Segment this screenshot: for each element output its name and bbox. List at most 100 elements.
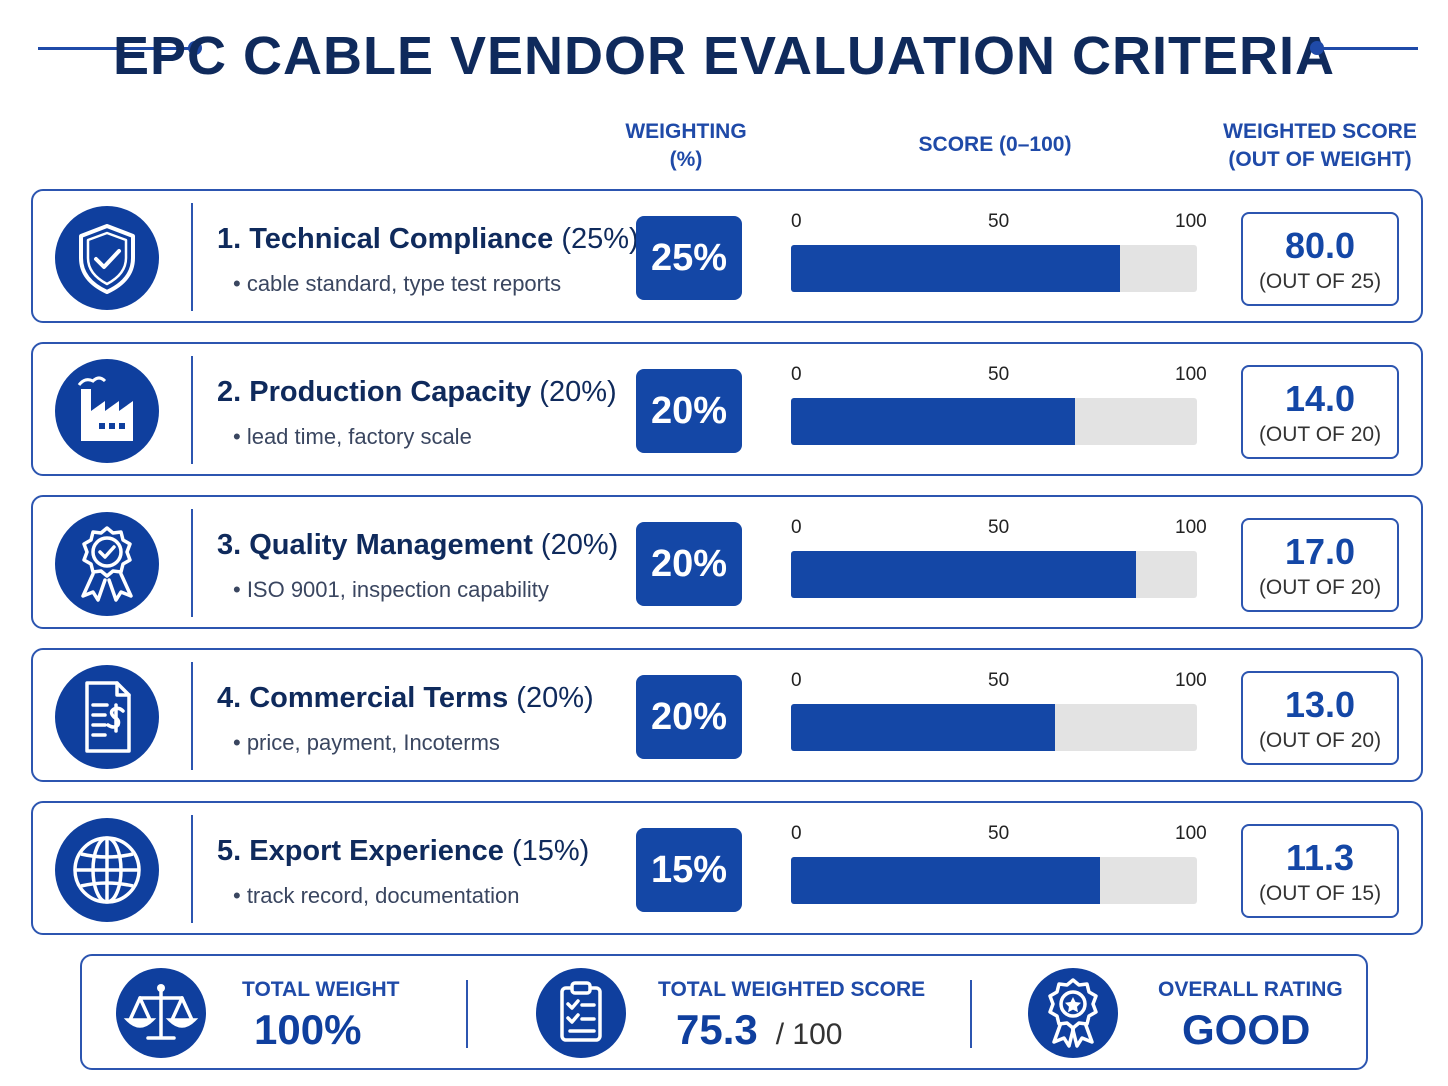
score-bar xyxy=(791,857,1100,904)
weighted-score-box: 11.3 (OUT OF 15) xyxy=(1241,824,1399,918)
criteria-name: 3. Quality Management xyxy=(217,529,533,561)
criteria-title: 2. Production Capacity (20%) xyxy=(217,376,617,409)
criteria-row-1: 1. Technical Compliance (25%) • cable st… xyxy=(31,189,1423,323)
criteria-weight-label: (20%) xyxy=(540,529,619,561)
weighting-badge: 25% xyxy=(636,216,742,300)
score-bar-track xyxy=(791,245,1197,292)
score-bar xyxy=(791,245,1120,292)
weighted-score-box: 17.0 (OUT OF 20) xyxy=(1241,518,1399,612)
weighted-score-value: 13.0 xyxy=(1284,684,1356,725)
overall-rating-label: OVERALL RATING xyxy=(1158,978,1343,1001)
weighted-score-box: 14.0 (OUT OF 20) xyxy=(1241,365,1399,459)
weighted-score-value: 80.0 xyxy=(1284,225,1356,266)
total-score-suffix: / 100 xyxy=(775,1018,843,1051)
tick-label-0: 0 xyxy=(791,364,802,385)
tick-label-0: 0 xyxy=(791,670,802,691)
score-bar-track xyxy=(791,551,1197,598)
criteria-description: • price, payment, Incoterms xyxy=(233,730,500,755)
weighted-score-value: 17.0 xyxy=(1284,531,1356,572)
criteria-weight-label: (25%) xyxy=(561,223,639,255)
weighted-score-out-of: (OUT OF 25) xyxy=(1258,270,1382,293)
tick-label-0: 0 xyxy=(791,823,802,844)
weighting-badge: 20% xyxy=(636,522,742,606)
criteria-description: • track record, documentation xyxy=(233,883,520,908)
factory-icon xyxy=(55,359,159,463)
col-header-weighted-line2: (OUT OF WEIGHT) xyxy=(1228,148,1412,171)
criteria-description: • ISO 9001, inspection capability xyxy=(233,577,549,602)
weighted-score-out-of: (OUT OF 20) xyxy=(1258,729,1382,752)
criteria-row-5: 5. Export Experience (15%) • track recor… xyxy=(31,801,1423,935)
criteria-name: 4. Commercial Terms xyxy=(217,682,509,714)
score-bar xyxy=(791,398,1076,445)
criteria-weight-label: (20%) xyxy=(516,682,594,714)
col-header-weighted-score: WEIGHTED SCORE (OUT OF WEIGHT) xyxy=(1200,118,1440,174)
tick-label-100: 100 xyxy=(1175,364,1207,385)
criteria-row-4: 4. Commercial Terms (20%) • price, payme… xyxy=(31,648,1423,782)
criteria-title: 4. Commercial Terms (20%) xyxy=(217,682,594,715)
row-divider xyxy=(191,509,193,617)
tick-label-100: 100 xyxy=(1175,211,1207,232)
score-bar xyxy=(791,551,1137,598)
col-header-weighting-line1: WEIGHTING xyxy=(625,120,747,143)
criteria-name: 2. Production Capacity xyxy=(217,376,532,408)
tick-label-0: 0 xyxy=(791,211,802,232)
score-bar-track xyxy=(791,704,1197,751)
weighted-score-box: 13.0 (OUT OF 20) xyxy=(1241,671,1399,765)
tick-label-100: 100 xyxy=(1175,670,1207,691)
col-header-score: SCORE (0–100) xyxy=(918,133,1072,156)
title-dot-right xyxy=(1310,41,1324,55)
total-weight-label: TOTAL WEIGHT xyxy=(242,978,400,1001)
weighted-score-value: 11.3 xyxy=(1285,837,1355,878)
title-dot-left xyxy=(188,41,202,55)
criteria-title: 1. Technical Compliance (25%) xyxy=(217,223,639,256)
tick-label-50: 50 xyxy=(988,364,1010,385)
criteria-weight-label: (20%) xyxy=(539,376,617,408)
weighting-badge: 15% xyxy=(636,828,742,912)
criteria-row-2: 2. Production Capacity (20%) • lead time… xyxy=(31,342,1423,476)
tick-label-50: 50 xyxy=(988,823,1010,844)
col-header-weighted-line1: WEIGHTED SCORE xyxy=(1223,120,1417,143)
row-divider xyxy=(191,203,193,311)
tick-label-100: 100 xyxy=(1175,823,1207,844)
score-bar-track xyxy=(791,398,1197,445)
total-weighted-score-value: 75.3 / 100 xyxy=(676,1006,842,1054)
title-line-right xyxy=(1320,47,1418,50)
weighted-score-box: 80.0 (OUT OF 25) xyxy=(1241,212,1399,306)
weighted-score-out-of: (OUT OF 20) xyxy=(1258,423,1382,446)
row-divider xyxy=(191,815,193,923)
criteria-description: • cable standard, type test reports xyxy=(233,271,562,296)
weighted-score-out-of: (OUT OF 15) xyxy=(1258,882,1382,905)
criteria-title: 5. Export Experience (15%) xyxy=(217,835,589,868)
criteria-weight-label: (15%) xyxy=(511,835,590,867)
shield-check-icon xyxy=(55,206,159,310)
col-header-weighting-line2: (%) xyxy=(669,148,703,171)
score-bar xyxy=(791,704,1055,751)
criteria-row-3: 3. Quality Management (20%) • ISO 9001, … xyxy=(31,495,1423,629)
tick-label-50: 50 xyxy=(988,517,1010,538)
criteria-name: 1. Technical Compliance xyxy=(217,223,554,255)
summary-panel: TOTAL WEIGHT 100% TOTAL WEIGHTED SCORE 7… xyxy=(80,954,1368,1070)
criteria-name: 5. Export Experience xyxy=(217,835,504,867)
row-divider xyxy=(191,662,193,770)
score-bar-track xyxy=(791,857,1197,904)
page-title: EPC CABLE VENDOR EVALUATION CRITERIA xyxy=(112,26,1336,86)
overall-rating-value: GOOD xyxy=(1182,1006,1311,1053)
weighted-score-value: 14.0 xyxy=(1284,378,1356,419)
clipboard-checklist-icon xyxy=(536,968,626,1058)
invoice-dollar-icon xyxy=(55,665,159,769)
tick-label-50: 50 xyxy=(988,211,1010,232)
award-badge-icon xyxy=(55,512,159,616)
scale-icon xyxy=(116,968,206,1058)
criteria-title: 3. Quality Management (20%) xyxy=(217,529,618,562)
row-divider xyxy=(191,356,193,464)
total-weighted-score-label: TOTAL WEIGHTED SCORE xyxy=(658,978,926,1001)
award-ribbon-icon xyxy=(1028,968,1118,1058)
title-line-left xyxy=(38,47,192,50)
tick-label-100: 100 xyxy=(1175,517,1207,538)
weighted-score-out-of: (OUT OF 20) xyxy=(1258,576,1382,599)
summary-divider-1 xyxy=(466,980,468,1048)
weighting-badge: 20% xyxy=(636,369,742,453)
globe-icon xyxy=(55,818,159,922)
summary-divider-2 xyxy=(970,980,972,1048)
total-score-number: 75.3 xyxy=(676,1006,758,1053)
